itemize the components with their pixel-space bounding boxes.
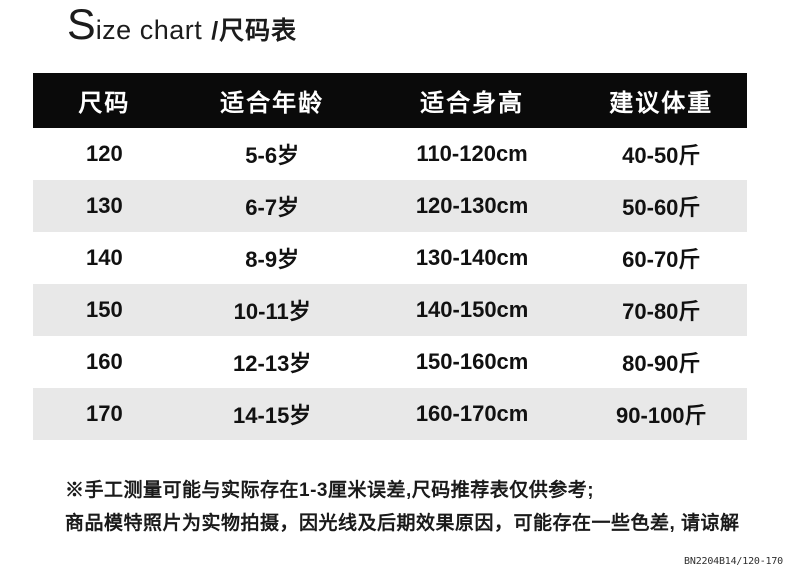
title-english: ize chart [95, 15, 203, 45]
cell-size: 140 [86, 245, 123, 270]
table-row: 120 5-6岁 110-120cm 40-50斤 [33, 128, 747, 180]
table-row: 160 12-13岁 150-160cm 80-90斤 [33, 336, 747, 388]
cell-height: 150-160cm [415, 349, 529, 374]
page-title: S ize chart /尺码表 [67, 4, 297, 47]
cell-size: 120 [86, 141, 123, 166]
header-cell-size: 尺码 [78, 90, 131, 117]
footnote-measurement: ※手工测量可能与实际存在1-3厘米误差,尺码推荐表仅供参考; [65, 480, 595, 501]
cell-age: 8-9岁 [245, 247, 300, 272]
title-chinese: /尺码表 [211, 17, 298, 45]
cell-weight: 90-100斤 [616, 403, 707, 428]
table-row: 140 8-9岁 130-140cm 60-70斤 [33, 232, 747, 284]
cell-size: 160 [86, 349, 123, 374]
product-code: BN2204B14/120-170 [684, 556, 783, 567]
cell-weight: 40-50斤 [622, 143, 701, 168]
cell-height: 120-130cm [415, 193, 529, 218]
cell-height: 130-140cm [415, 245, 529, 270]
cell-size: 130 [86, 193, 123, 218]
cell-weight: 50-60斤 [622, 195, 701, 220]
cell-height: 140-150cm [415, 297, 529, 322]
table-row: 170 14-15岁 160-170cm 90-100斤 [33, 388, 747, 440]
footnote-color-difference: 商品模特照片为实物拍摄，因光线及后期效果原因，可能存在一些色差, 请谅解 [65, 513, 740, 534]
cell-weight: 60-70斤 [622, 247, 701, 272]
cell-weight: 70-80斤 [622, 299, 701, 324]
header-cell-age: 适合年龄 [220, 90, 325, 117]
cell-size: 150 [86, 297, 123, 322]
table-row: 130 6-7岁 120-130cm 50-60斤 [33, 180, 747, 232]
header-cell-weight: 建议体重 [609, 90, 714, 117]
cell-age: 10-11岁 [233, 299, 311, 324]
header-cell-height: 适合身高 [420, 90, 525, 117]
cell-age: 12-13岁 [233, 351, 312, 376]
table-header-row: 尺码 适合年龄 适合身高 建议体重 [33, 73, 747, 128]
cell-weight: 80-90斤 [622, 351, 701, 376]
cell-size: 170 [86, 401, 123, 426]
title-capital-letter: S [67, 1, 96, 49]
cell-height: 110-120cm [416, 141, 528, 166]
size-table: 尺码 适合年龄 适合身高 建议体重 120 5-6岁 110-120cm 40-… [33, 73, 747, 440]
cell-age: 5-6岁 [245, 143, 300, 168]
cell-age: 6-7岁 [245, 195, 300, 220]
cell-height: 160-170cm [415, 401, 529, 426]
cell-age: 14-15岁 [233, 403, 312, 428]
table-row: 150 10-11岁 140-150cm 70-80斤 [33, 284, 747, 336]
footnotes: ※手工测量可能与实际存在1-3厘米误差,尺码推荐表仅供参考; 商品模特照片为实物… [65, 474, 740, 540]
